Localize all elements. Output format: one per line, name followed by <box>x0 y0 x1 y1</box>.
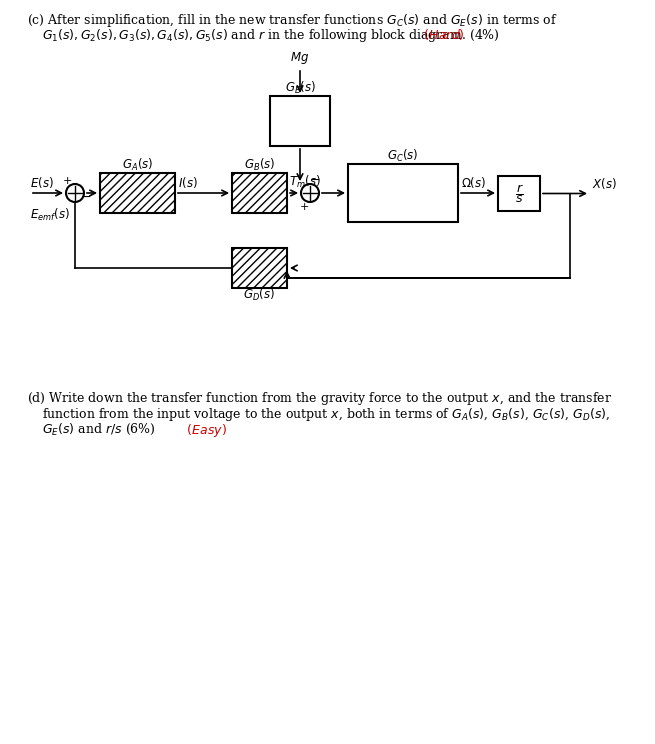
Text: (c) After simplification, fill in the new transfer functions $G_C(s)$ and $G_E(s: (c) After simplification, fill in the ne… <box>27 12 557 29</box>
Text: (d) Write down the transfer function from the gravity force to the output $x$, a: (d) Write down the transfer function fro… <box>27 390 612 407</box>
Text: $\Omega(s)$: $\Omega(s)$ <box>461 176 486 190</box>
Text: $E(s)$: $E(s)$ <box>30 175 54 190</box>
Circle shape <box>66 184 84 202</box>
Text: $-$: $-$ <box>309 173 320 185</box>
Bar <box>232 173 287 213</box>
Text: $G_C(s)$: $G_C(s)$ <box>387 148 419 164</box>
Text: $G_E(s)$ and $r/s$ (6%): $G_E(s)$ and $r/s$ (6%) <box>42 422 156 437</box>
Text: $G_E(s)$: $G_E(s)$ <box>284 80 316 96</box>
Text: $E_{emf}(s)$: $E_{emf}(s)$ <box>30 207 70 223</box>
Text: $G_1(s), G_2(s), G_3(s), G_4(s), G_5(s)$ and $r$ in the following block diagram.: $G_1(s), G_2(s), G_3(s), G_4(s), G_5(s)$… <box>42 27 500 44</box>
Bar <box>100 173 175 213</box>
Text: $+$: $+$ <box>299 200 309 211</box>
Circle shape <box>301 184 319 202</box>
Text: $(Easy)$: $(Easy)$ <box>183 422 227 439</box>
Text: $T_m(s)$: $T_m(s)$ <box>289 174 321 190</box>
Bar <box>348 164 458 222</box>
Text: $-$: $-$ <box>81 190 92 202</box>
Text: $+$: $+$ <box>62 175 72 185</box>
Text: $G_A(s)$: $G_A(s)$ <box>122 157 153 173</box>
Text: $G_B(s)$: $G_B(s)$ <box>244 157 275 173</box>
Text: $Mg$: $Mg$ <box>290 50 310 66</box>
Bar <box>270 96 330 146</box>
Text: $(Hard)$: $(Hard)$ <box>420 27 465 42</box>
Bar <box>232 173 287 213</box>
Bar <box>100 173 175 213</box>
Bar <box>498 176 540 211</box>
Text: $I(s)$: $I(s)$ <box>178 175 198 190</box>
Text: function from the input voltage to the output $x$, both in terms of $G_A(s)$, $G: function from the input voltage to the o… <box>42 406 610 423</box>
Text: $G_D(s)$: $G_D(s)$ <box>244 287 276 303</box>
Bar <box>232 248 287 288</box>
Text: $X(s)$: $X(s)$ <box>592 176 617 191</box>
Text: $\dfrac{r}{s}$: $\dfrac{r}{s}$ <box>515 182 523 205</box>
Bar <box>232 248 287 288</box>
